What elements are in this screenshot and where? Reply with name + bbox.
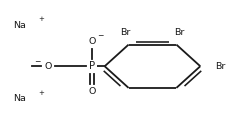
Text: Na: Na [13, 94, 26, 103]
Text: Br: Br [174, 28, 185, 37]
Text: O: O [44, 62, 51, 71]
Text: −: − [35, 57, 41, 66]
Text: O: O [88, 37, 96, 46]
Text: −: − [97, 31, 103, 40]
Text: Br: Br [215, 62, 225, 71]
Text: +: + [38, 16, 44, 22]
Text: O: O [88, 87, 96, 96]
Text: P: P [89, 61, 95, 71]
Text: Br: Br [120, 28, 131, 37]
Text: +: + [38, 90, 44, 96]
Text: Na: Na [13, 20, 26, 30]
